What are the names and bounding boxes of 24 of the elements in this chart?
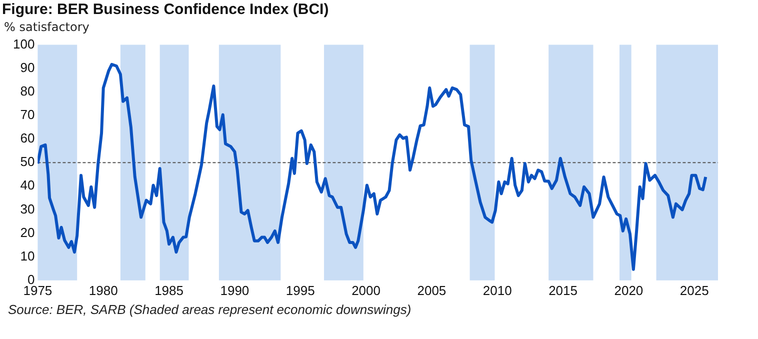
y-tick-label: 90	[20, 60, 35, 75]
x-tick-label: 2000	[352, 282, 380, 298]
y-tick-label: 50	[20, 154, 35, 170]
x-tick-label: 1985	[154, 282, 184, 298]
chart-subtitle: % satisfactory	[3, 20, 90, 34]
y-tick-label: 30	[20, 201, 35, 216]
y-tick-label: 60	[20, 130, 35, 146]
y-tick-label: 100	[12, 36, 35, 52]
y-tick-label: 40	[20, 178, 35, 193]
x-tick-label: 2025	[680, 282, 709, 298]
x-tick-label: 2005	[417, 282, 446, 298]
y-tick-label: 20	[20, 224, 35, 240]
y-tick-label: 80	[20, 84, 35, 98]
x-tick-label: 1990	[220, 282, 250, 298]
x-tick-label: 1995	[286, 282, 315, 298]
x-tick-label: 2015	[548, 282, 578, 298]
x-tick-label: 2010	[482, 282, 512, 298]
y-tick-label: 70	[20, 107, 35, 122]
chart-title: Figure: BER Business Confidence Index (BCI)	[1, 0, 330, 20]
x-tick-label: 1980	[88, 282, 118, 298]
source-note: Source: BER, SARB (Shaded areas represent economic downswings)	[7, 302, 412, 317]
y-tick-label: 10	[20, 248, 35, 264]
y-tick-label: 0	[27, 272, 35, 287]
x-tick-label: 2020	[614, 282, 644, 298]
